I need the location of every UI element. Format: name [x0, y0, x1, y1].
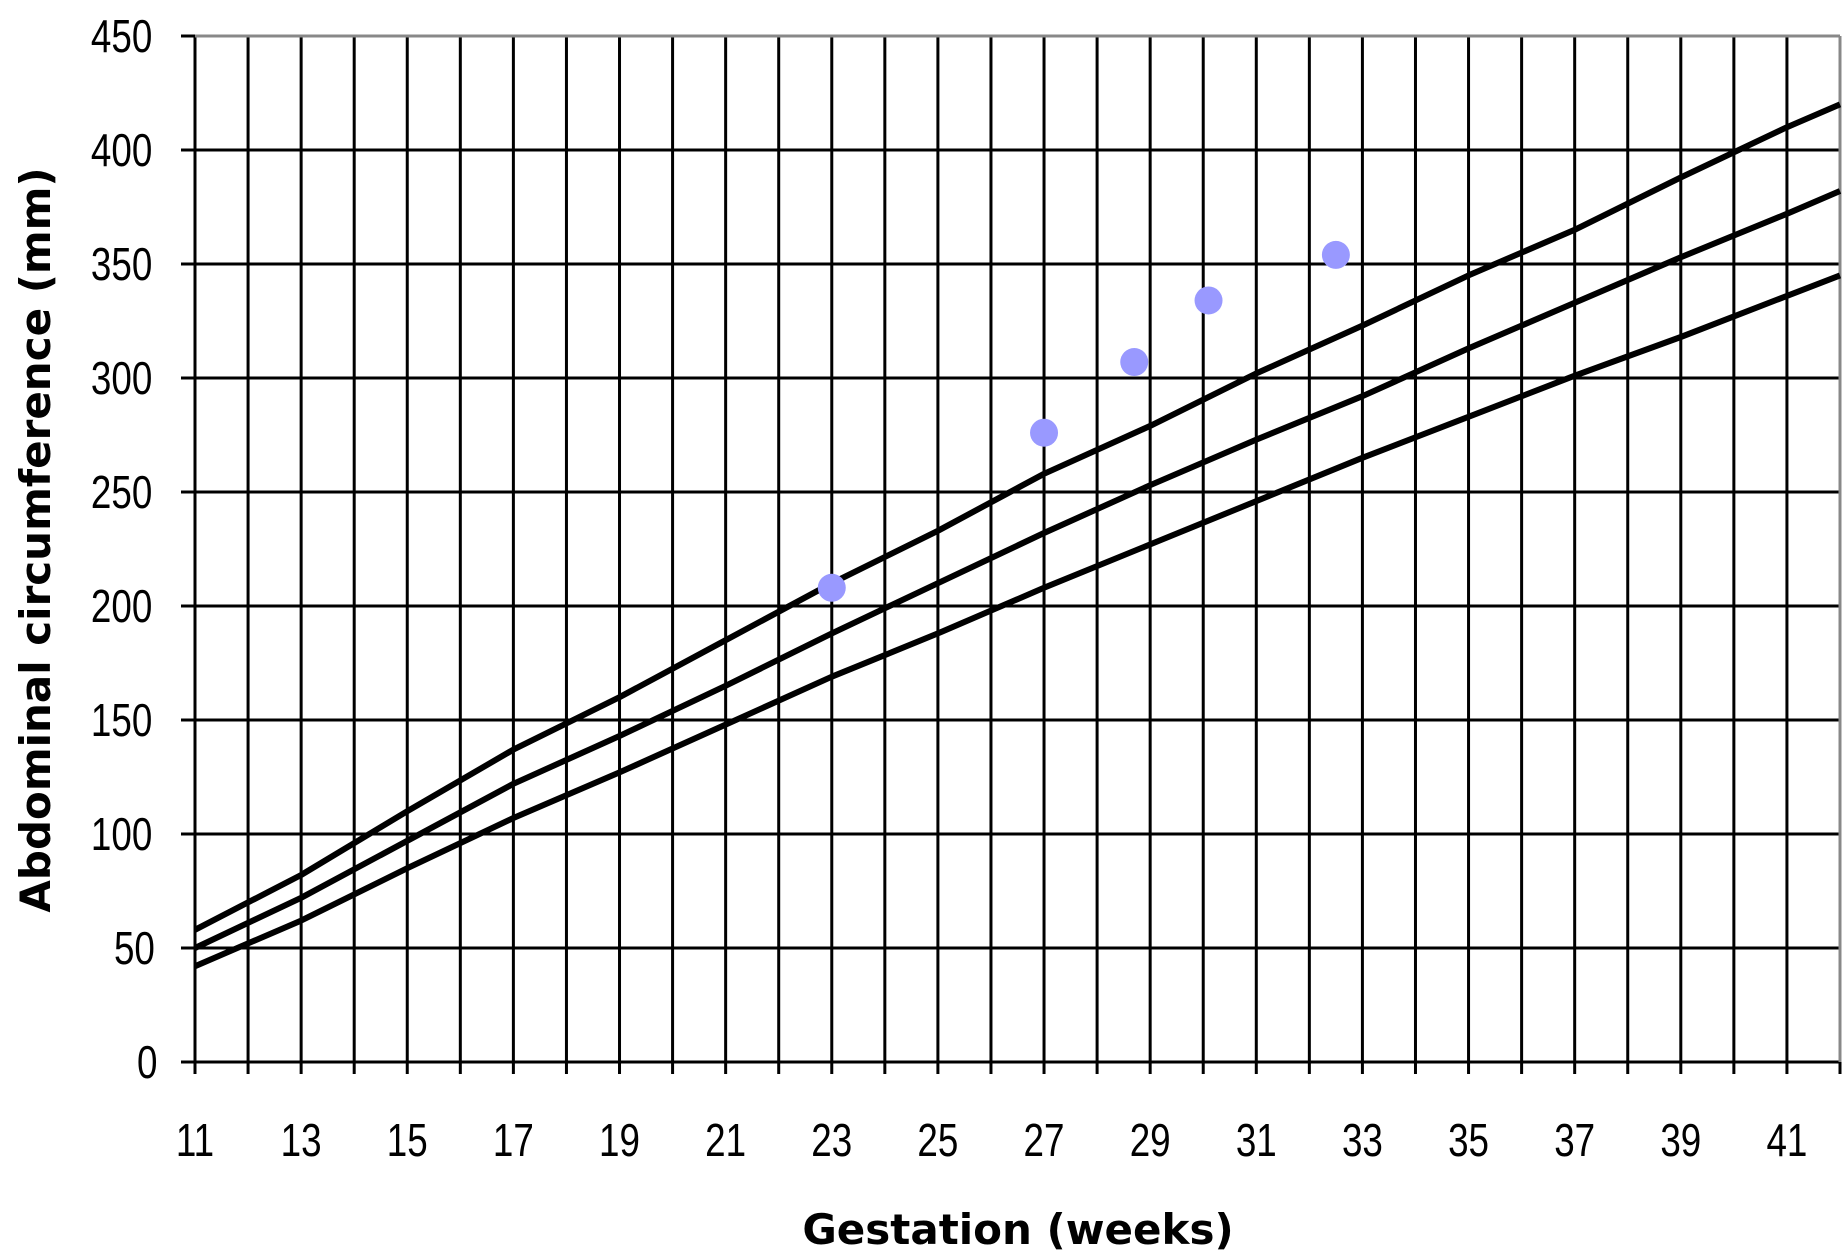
x-tick-label: 17 [493, 1114, 534, 1166]
y-tick-label: 0 [137, 1036, 157, 1088]
x-tick-label: 23 [811, 1114, 852, 1166]
reference-curve-1 [193, 101, 1842, 933]
measurement-point [1030, 418, 1059, 447]
reference-curve-2 [193, 188, 1842, 951]
y-tick-label: 250 [91, 466, 152, 518]
x-tick-label: 19 [599, 1114, 640, 1166]
plot-border [193, 34, 1842, 1064]
reference-curve-3 [193, 272, 1842, 969]
measurement-point [817, 573, 846, 602]
x-tick-label: 25 [917, 1114, 958, 1166]
x-tick-label: 41 [1766, 1114, 1807, 1166]
axis-ticks [181, 34, 1842, 1074]
x-axis-title: Gestation (weeks) [802, 1205, 1233, 1254]
x-tick-label: 35 [1448, 1114, 1489, 1166]
y-tick-label: 150 [91, 694, 152, 746]
series-lines [193, 101, 1842, 969]
y-tick-label: 100 [91, 808, 152, 860]
x-tick-label: 31 [1236, 1114, 1277, 1166]
y-tick-labels: 0 50 100 150 200 250 300 350 400 450 [91, 10, 158, 1088]
x-tick-label: 13 [281, 1114, 322, 1166]
y-tick-label: 450 [91, 10, 152, 62]
x-tick-label: 27 [1024, 1114, 1065, 1166]
grid [195, 34, 1840, 1062]
y-axis-title: Abdominal circumference (mm) [11, 167, 60, 912]
x-tick-label: 11 [176, 1114, 214, 1166]
measurement-point [1321, 240, 1350, 269]
y-tick-label: 300 [91, 352, 152, 404]
x-tick-label: 15 [387, 1114, 428, 1166]
y-tick-label: 350 [91, 238, 152, 290]
x-tick-label: 29 [1130, 1114, 1171, 1166]
measurement-point [1120, 348, 1149, 377]
x-tick-labels: 11 13 15 17 19 21 23 25 27 29 31 33 35 37 39 41 [176, 1114, 1807, 1166]
measurement-point [1194, 286, 1223, 315]
x-tick-label: 37 [1554, 1114, 1595, 1166]
x-tick-label: 39 [1660, 1114, 1701, 1166]
y-tick-label: 400 [91, 124, 152, 176]
series-points [817, 240, 1350, 602]
x-tick-label: 21 [705, 1114, 746, 1166]
x-tick-label: 33 [1342, 1114, 1383, 1166]
y-tick-label: 200 [91, 580, 152, 632]
y-tick-label: 50 [114, 922, 155, 974]
